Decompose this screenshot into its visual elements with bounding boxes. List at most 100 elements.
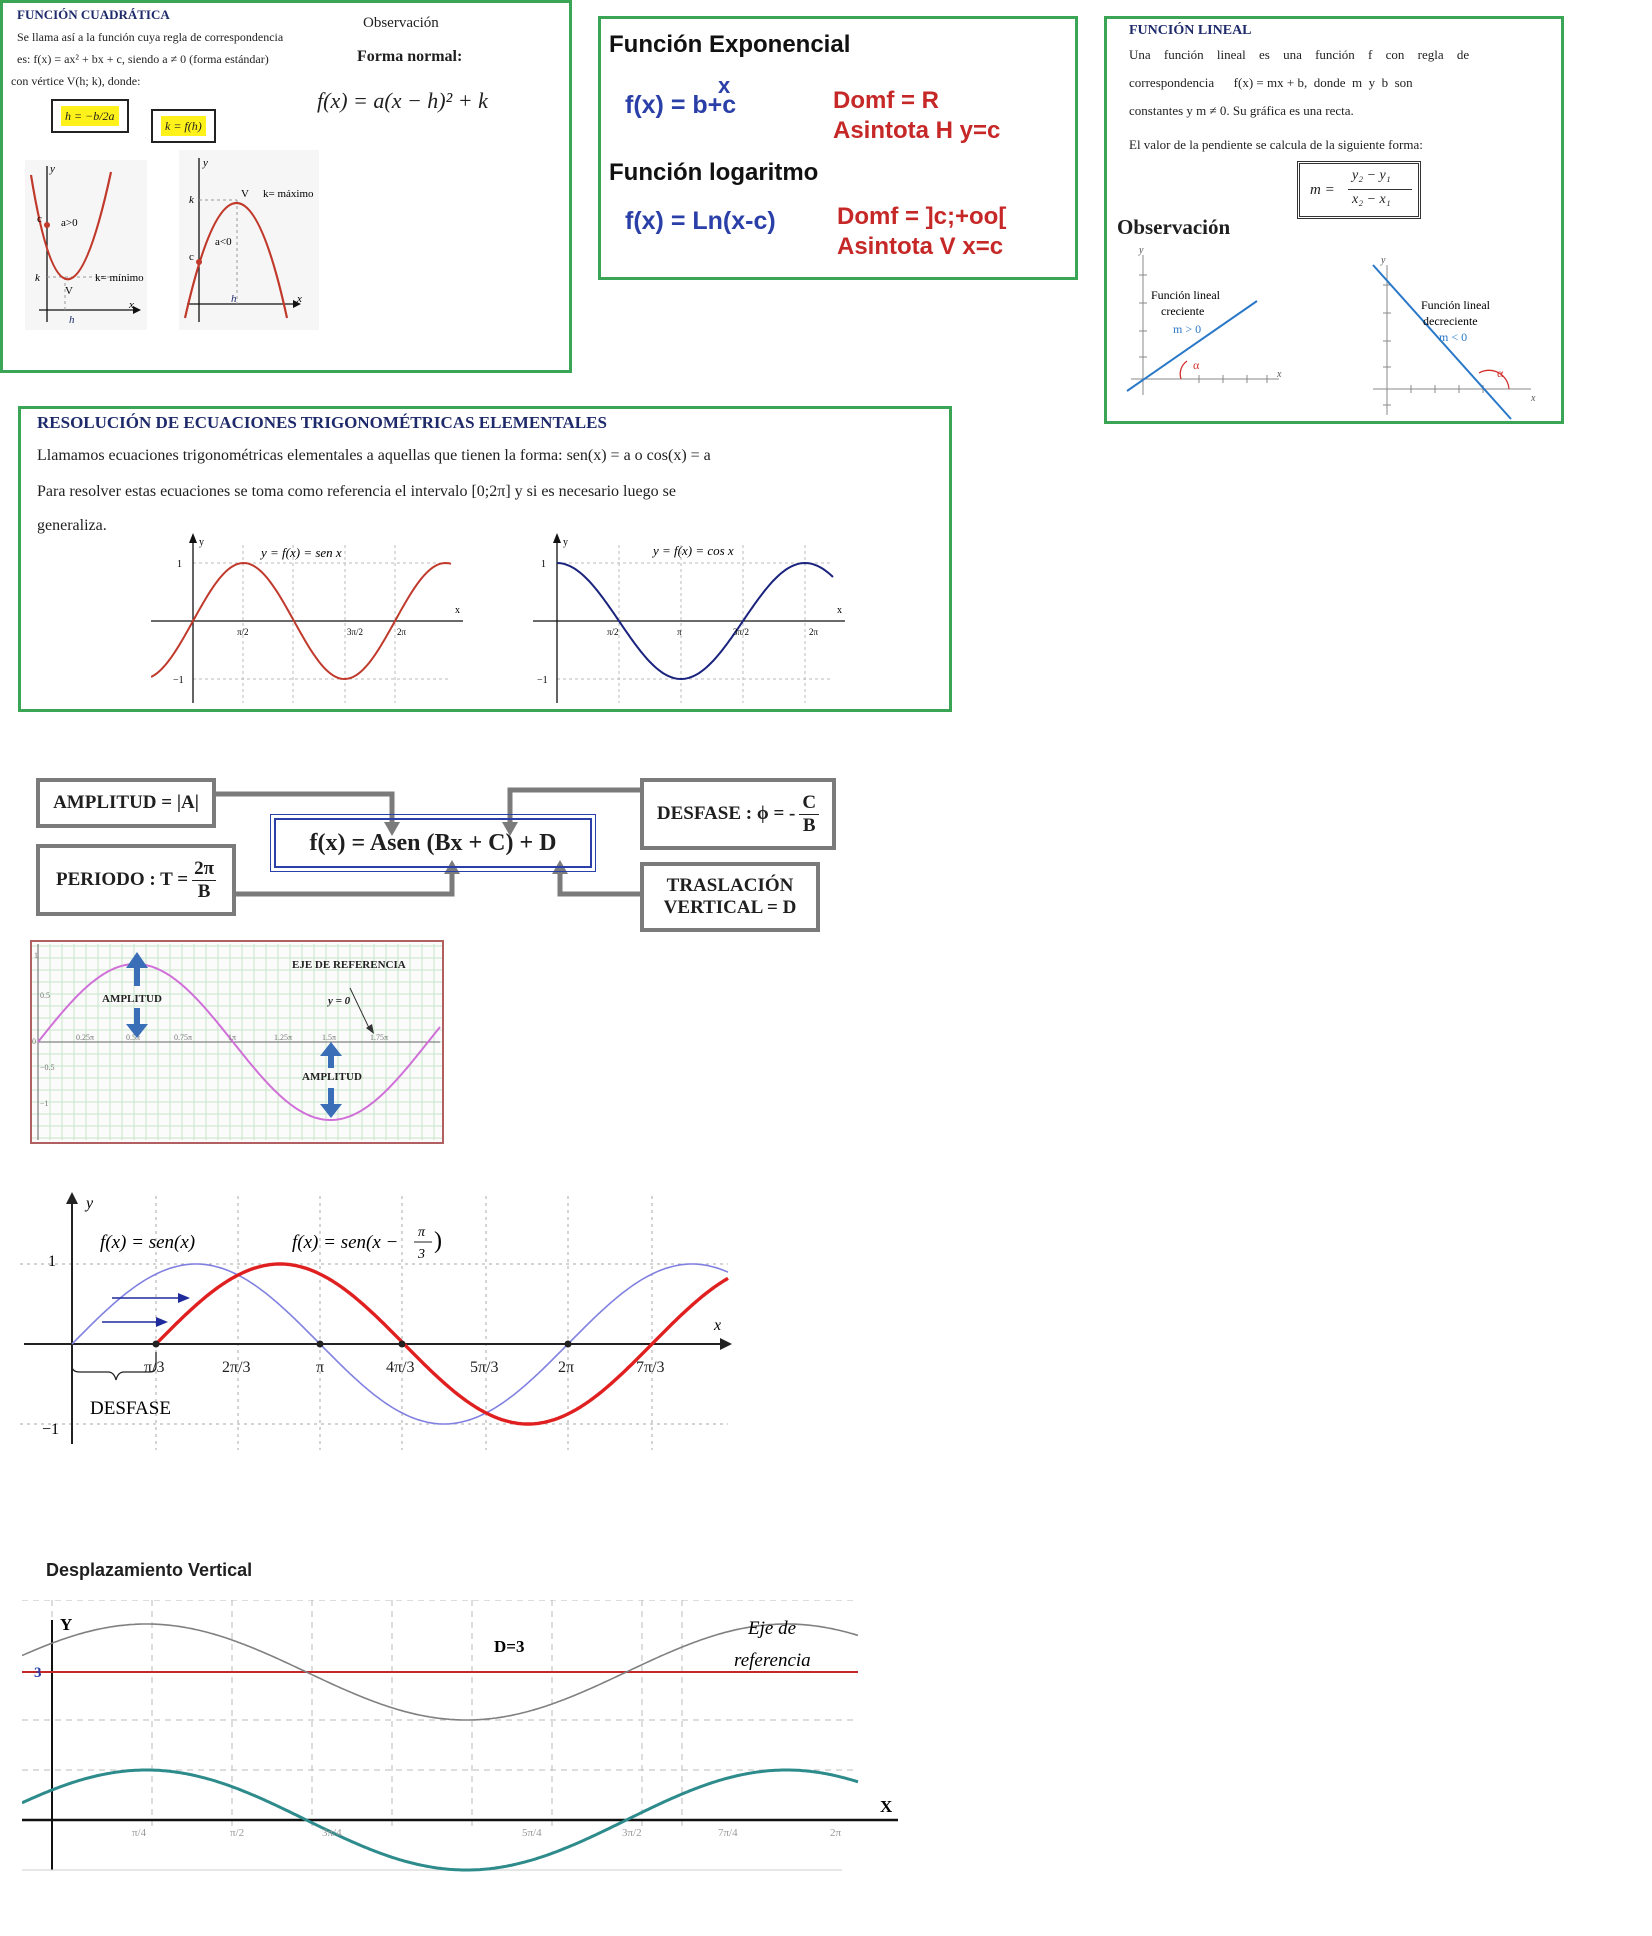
slope-formula-box: m = y₂ − y₁ x₂ − x₁ [1297,161,1421,219]
amp-ytick-5: −1 [40,1099,49,1108]
amp-label-top: AMPLITUD [102,993,162,1005]
inc-m: m > 0 [1173,322,1201,336]
exponential-box: Función Exponencial f(x) = b+c x Domf = … [598,16,1078,280]
sine-tick-4: 2π [397,627,407,637]
cos-y-label: y [563,537,568,548]
slope-m: m = [1310,182,1335,198]
g2-c-label: c [189,251,194,263]
phase-label-close: ) [434,1228,442,1254]
amplitude-sine-curve [37,963,441,1121]
exp-formula-base: f(x) = b [625,91,708,119]
cos-tick-2: π [677,627,682,637]
amplitude-graph: 1 0.5 0 −0.5 −1 0.25π 0.5π 0.75π 1π 1.25… [30,940,444,1144]
period-box: PERIODO : T = 2π B [36,844,236,916]
sine-tick-pos: 1 [177,559,182,570]
amp-ref-axis: EJE DE REFERENCIA [292,959,406,971]
period-numerator: 2π [192,857,216,881]
sine-shifted-curve [154,1262,729,1426]
quadratic-title: FUNCIÓN CUADRÁTICA [17,7,170,22]
phase-label-den: 3 [417,1247,425,1262]
phase-xtick-7: 7π/3 [636,1359,665,1376]
vertical-shift-title: Desplazamiento Vertical [46,1560,253,1580]
g2-x-label: x [296,293,302,305]
g1-v-label: V [65,285,73,297]
linear-observation: Observación [1117,215,1231,239]
g2-y-label: y [202,157,208,169]
sine-curve [151,561,452,681]
quadratic-line-1: Se llama así a la función cuya regla de … [17,30,284,44]
vert-xtick-2: π/2 [230,1827,244,1839]
g2-v-label: V [241,188,249,200]
parameter-connectors [216,787,640,897]
exponential-asymptote: Asintota H y=c [833,117,1001,144]
phase-x-label: x [713,1317,721,1334]
trig-line-3: generaliza. [37,517,107,534]
phase-fraction: C B [799,792,820,837]
vert-xtick-4: 5π/4 [522,1827,542,1839]
phase-xtick-5: 5π/3 [470,1359,499,1376]
cosine-graph: y x 1 −1 π/2 π 3π/2 2π y = f(x) = cos x [533,533,845,703]
k-formula: k = f(h) [161,116,206,136]
linear-box: FUNCIÓN LINEAL Una función lineal es una… [1104,16,1564,424]
amp-ytick-3: 0 [32,1037,36,1046]
linear-line-2: correspondencia f(x) = mx + b, donde m y… [1129,75,1413,90]
amp-y0: y = 0 [326,995,351,1007]
h-formula-box: h = −b/2a [51,99,129,133]
vertical-shift-line-2: VERTICAL = D [663,897,797,918]
k-formula-box: k = f(h) [151,109,216,143]
g1-c-label: c [37,213,42,225]
g1-h-label: h [69,314,75,326]
linear-title: FUNCIÓN LINEAL [1129,23,1252,38]
logarithm-title: Función logaritmo [609,159,819,186]
vertical-shift-box: TRASLACIÓN VERTICAL = D [640,862,820,932]
sine-tick-1: π/2 [237,627,249,637]
quadratic-box: FUNCIÓN CUADRÁTICA Se llama así a la fun… [0,0,572,373]
phase-denominator: B [802,814,816,836]
vert-three: 3 [34,1665,42,1681]
logarithm-formula: f(x) = Ln(x-c) [625,207,776,235]
exponential-formula: f(x) = b+c [625,91,736,120]
amp-xtick-1: 0.25π [76,1033,94,1042]
linear-graph-increasing: α y x Función lineal creciente m > 0 [1126,245,1282,395]
phase-xtick-1: π/3 [144,1359,165,1376]
amp-xtick-2: 0.5π [126,1033,140,1042]
amp-xtick-6: 1.5π [322,1033,336,1042]
amplitude-box: AMPLITUD = |A| [36,778,216,828]
phase-ytick-pos: 1 [48,1253,56,1270]
quadratic-graph-up: c a>0 k k= mínimo V h y x [25,160,147,330]
inc-alpha: α [1193,358,1200,372]
inc-y-label: y [1138,245,1144,256]
dec-y-label: y [1380,255,1386,266]
sine-tick-neg: −1 [173,675,184,686]
exp-formula-exponent: x [718,73,731,98]
quadratic-line-3: con vértice V(h; k), donde: [11,74,141,88]
slope-text: El valor de la pendiente se calcula de l… [1129,137,1423,152]
dec-m: m < 0 [1439,330,1467,344]
cos-x-label: x [837,605,842,616]
exponential-title: Función Exponencial [609,31,851,58]
main-formula-box: f(x) = Asen (Bx + C) + D [270,814,596,872]
phase-label-shifted: f(x) = sen(x − [292,1232,398,1253]
phase-ytick-neg: −1 [42,1421,59,1438]
trig-box: RESOLUCIÓN DE ECUACIONES TRIGONOMÉTRICAS… [18,406,952,712]
g2-a-label: a<0 [215,236,232,248]
period-denominator: B [197,880,211,902]
phase-xtick-3: π [316,1359,324,1376]
dec-label-1: Función lineal [1421,298,1491,312]
period-fraction: 2π B [192,858,216,903]
cos-label: y = f(x) = cos x [651,543,734,558]
vert-ref-1: Eje de [747,1618,796,1639]
amp-xtick-7: 1.75π [370,1033,388,1042]
amplitude-text: AMPLITUD = |A| [53,792,199,813]
amp-ytick-1: 1 [34,951,38,960]
vert-xtick-6: 7π/4 [718,1827,738,1839]
phase-xtick-4: 4π/3 [386,1359,415,1376]
exp-formula-tail: +c [707,91,737,119]
normal-form-label: Forma normal: [357,48,463,65]
vert-xtick-5: 3π/2 [622,1827,642,1839]
phase-y-label: y [84,1195,94,1212]
quadratic-observation: Observación [363,15,439,31]
cos-tick-4: 2π [809,627,819,637]
dec-x-label: x [1530,393,1536,404]
inc-label-1: Función lineal [1151,288,1221,302]
